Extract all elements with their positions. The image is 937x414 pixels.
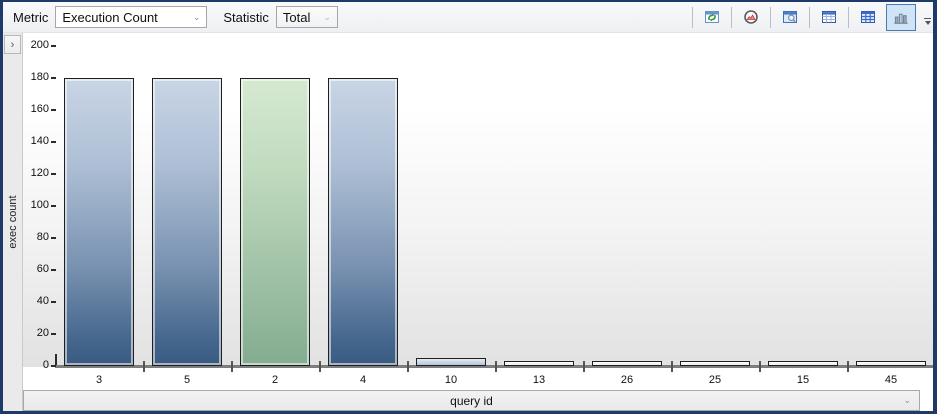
gauge-button[interactable] [739, 5, 763, 29]
y-tick-mark [51, 141, 56, 143]
y-tick-label: 0 [42, 359, 49, 371]
grid-view-button[interactable] [856, 5, 880, 29]
y-tick-mark [51, 237, 56, 239]
x-tick-mark [583, 361, 585, 372]
y-tick-label: 200 [30, 39, 49, 51]
bar-query-26[interactable] [592, 361, 662, 366]
x-tick-label: 25 [708, 374, 722, 386]
x-tick-mark [759, 361, 761, 372]
x-axis-combobox[interactable]: query id ⌄ [23, 390, 920, 411]
table-view-button[interactable] [817, 5, 841, 29]
y-tick-mark [51, 333, 56, 335]
x-tick-mark [495, 361, 497, 372]
bar-query-13[interactable] [504, 361, 574, 366]
bar-query-4[interactable] [328, 78, 398, 366]
y-tick-label: 20 [36, 327, 49, 339]
toolbar-overflow-button[interactable] [924, 17, 931, 25]
window-magnifier-icon [783, 11, 797, 23]
metric-label: Metric [13, 9, 49, 25]
toolbar-separator [731, 6, 732, 28]
y-tick-label: 180 [30, 71, 49, 83]
x-tick-label: 5 [183, 374, 191, 386]
window-preview-button[interactable] [778, 5, 802, 29]
x-tick-label: 4 [359, 374, 367, 386]
x-tick-label: 2 [271, 374, 279, 386]
collapsed-side-strip: › exec count [3, 33, 23, 411]
y-axis-title: exec count [7, 195, 19, 249]
bar-query-10[interactable] [416, 358, 486, 366]
chevron-down-icon: ⌄ [192, 11, 201, 22]
y-tick-label: 140 [30, 135, 49, 147]
y-tick-mark [51, 173, 56, 175]
chevron-down-icon: ⌄ [323, 11, 331, 22]
y-tick-label: 160 [30, 103, 49, 115]
x-tick-label: 10 [444, 374, 458, 386]
overflow-line [924, 17, 931, 19]
bar-query-3[interactable] [64, 78, 134, 366]
toolbar-icon-group [685, 3, 933, 31]
bar-query-25[interactable] [680, 361, 750, 366]
table-icon [822, 11, 836, 23]
toolbar-separator [848, 6, 849, 28]
x-tick-label: 45 [884, 374, 898, 386]
bar-query-5[interactable] [152, 78, 222, 366]
y-tick-mark [51, 269, 56, 271]
y-tick-mark [51, 109, 56, 111]
toolbar: Metric Execution Count ⌄ Statistic Total… [3, 2, 933, 33]
bar-query-15[interactable] [768, 361, 838, 366]
y-tick-label: 120 [30, 167, 49, 179]
metric-combobox[interactable]: Execution Count ⌄ [55, 6, 208, 28]
chevron-down-icon [924, 20, 931, 25]
expand-panel-button[interactable]: › [4, 35, 21, 54]
y-tick-mark [51, 205, 56, 207]
bar-query-2[interactable] [240, 78, 310, 366]
x-tick-label: 26 [620, 374, 634, 386]
x-tick-mark [143, 361, 145, 372]
statistic-combobox-value: Total [282, 9, 311, 25]
gauge-icon [744, 10, 758, 24]
y-tick-mark [51, 45, 56, 47]
y-tick-label: 40 [36, 295, 49, 307]
bar-query-45[interactable] [856, 361, 926, 366]
chevron-down-icon: ⌄ [903, 395, 911, 405]
metric-combobox-value: Execution Count [62, 9, 158, 25]
x-tick-mark [319, 361, 321, 372]
x-tick-mark [231, 361, 233, 372]
bar-chart-icon [894, 13, 908, 24]
x-tick-label: 13 [532, 374, 546, 386]
x-axis-title: query id [450, 393, 493, 408]
toolbar-separator [770, 6, 771, 28]
y-tick-label: 80 [36, 231, 49, 243]
toolbar-separator [692, 6, 693, 28]
refresh-icon [705, 11, 719, 23]
x-tick-label: 15 [796, 374, 810, 386]
y-tick-mark [51, 77, 56, 79]
statistic-label: Statistic [223, 9, 269, 25]
y-tick-mark [51, 301, 56, 303]
x-tick-mark [407, 361, 409, 372]
chart-body: › exec count 0 20 40 60 80 100 120 140 160 180 200… [3, 33, 933, 411]
chart-plot: 0 20 40 60 80 100 120 140 160 180 200 3 5 2 4 10 13 26 25 1… [23, 33, 933, 386]
grid-icon [861, 11, 875, 23]
x-axis-line [55, 365, 933, 368]
y-tick-mark [51, 365, 56, 367]
refresh-button[interactable] [700, 5, 724, 29]
y-tick-label: 100 [30, 199, 49, 211]
y-axis-zero-tick [55, 354, 57, 366]
y-tick-label: 60 [36, 263, 49, 275]
chart-view-button[interactable] [886, 3, 916, 31]
toolbar-separator [809, 6, 810, 28]
x-tick-label: 3 [95, 374, 103, 386]
x-tick-mark [671, 361, 673, 372]
statistic-combobox[interactable]: Total ⌄ [275, 6, 338, 28]
chevron-right-icon: › [10, 38, 15, 51]
x-tick-mark [847, 361, 849, 372]
